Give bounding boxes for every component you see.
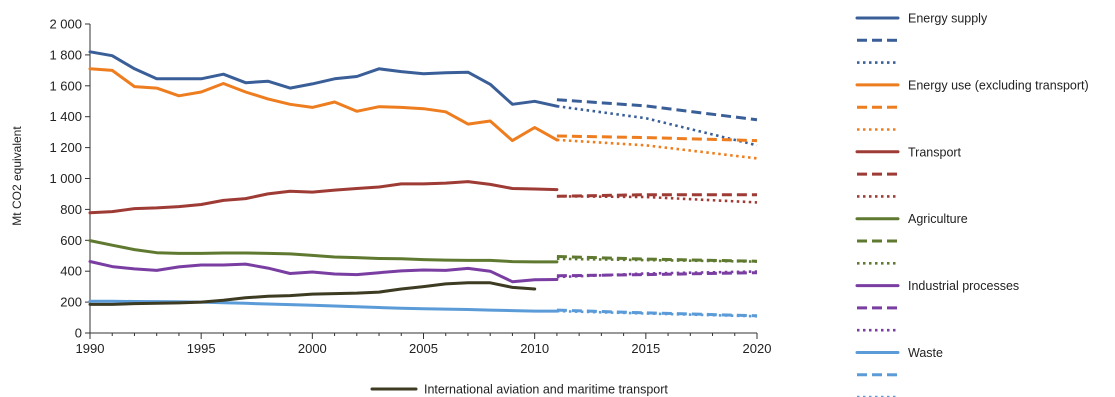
series-line-agriculture-dotted [556, 257, 758, 263]
x-tick-label: 2015 [631, 341, 660, 356]
legend-label: Transport [908, 145, 962, 159]
y-tick-label: 1 800 [49, 47, 82, 62]
y-tick-label: 400 [60, 264, 82, 279]
y-tick-label: 600 [60, 233, 82, 248]
y-tick-label: 2 000 [49, 17, 82, 32]
series-lines [88, 50, 758, 318]
x-tick-label: 1990 [76, 341, 105, 356]
legend-label: Energy supply [908, 12, 988, 26]
legend-label: Energy use (excluding transport) [908, 78, 1089, 92]
x-tick-label: 2000 [298, 341, 327, 356]
y-tick-label: 200 [60, 295, 82, 310]
series-line-industrial-solid [88, 260, 559, 284]
y-axis-title: Mt CO2 equivalent [10, 126, 24, 226]
x-tick-label: 2010 [520, 341, 549, 356]
series-line-energy_use-dashed [556, 134, 758, 143]
x-tick-label: 2005 [409, 341, 438, 356]
y-tick-label: 1 000 [49, 171, 82, 186]
series-line-energy_supply-solid [88, 50, 559, 108]
legend: Energy supply Energy use (excluding trans… [370, 12, 1089, 397]
series-line-waste-dotted [556, 309, 758, 318]
y-tick-label: 1 600 [49, 78, 82, 93]
legend-label: Industrial processes [908, 279, 1019, 293]
series-line-industrial-dotted [556, 270, 758, 279]
legend-label: International aviation and maritime tran… [424, 383, 668, 397]
legend-label: Waste [908, 346, 943, 360]
series-line-transport-dotted [556, 195, 758, 204]
series-line-energy_use-dotted [556, 138, 758, 160]
y-tick-label: 1 200 [49, 140, 82, 155]
x-tick-label: 1995 [187, 341, 216, 356]
y-tick-label: 800 [60, 202, 82, 217]
legend-label: Agriculture [908, 212, 968, 226]
series-line-agriculture-solid [88, 239, 559, 264]
axes: 0 200 400 600 800 1 000 1 200 1 400 1 600 1 800 2 … [49, 17, 771, 357]
x-tick-label: 2020 [743, 341, 772, 356]
series-line-transport-solid [88, 180, 559, 215]
series-line-aviation-solid [88, 281, 537, 306]
y-tick-label: 1 400 [49, 109, 82, 124]
y-tick-label: 0 [75, 326, 82, 341]
series-line-energy_use-solid [88, 67, 559, 143]
